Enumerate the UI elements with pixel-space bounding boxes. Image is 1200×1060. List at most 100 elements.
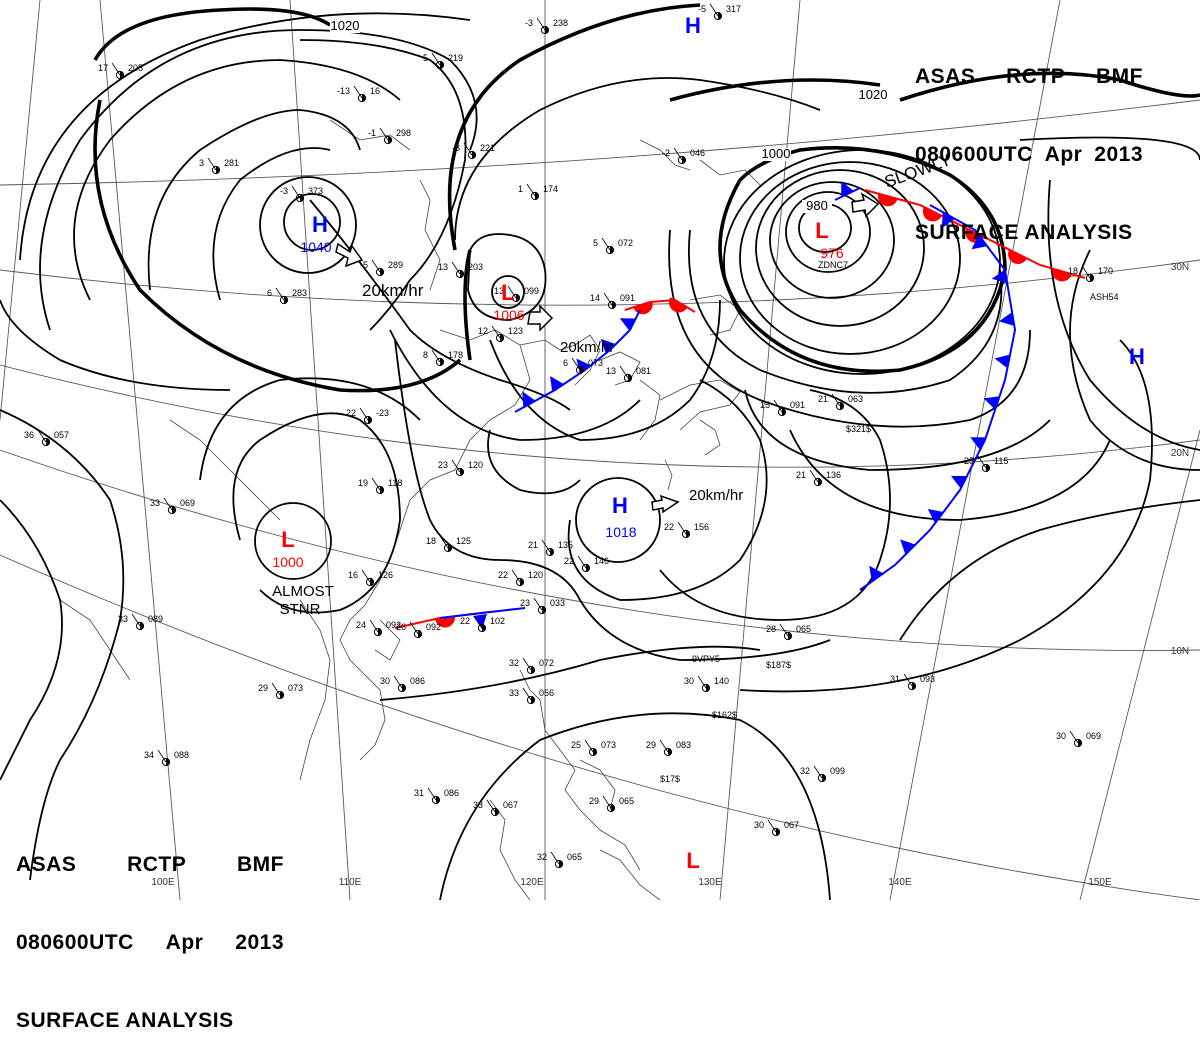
station-temperature: 6	[267, 288, 272, 298]
station-plot: 30 086	[380, 675, 425, 693]
station-plot: -5 317	[698, 3, 741, 21]
station-pressure: 065	[796, 624, 811, 634]
station-pressure: 289	[388, 260, 403, 270]
station-plot: 22 156	[664, 521, 709, 539]
station-pressure: 16	[370, 86, 380, 96]
longitude-label: 120E	[520, 877, 544, 888]
system-motion-label: 20km/hr	[689, 487, 743, 504]
station-pressure: 072	[618, 238, 633, 248]
station-temperature: 14	[590, 293, 600, 303]
station-temperature: 19	[358, 478, 368, 488]
ship-code: $162$	[712, 710, 737, 720]
valid-year: 2013	[235, 931, 284, 954]
station-temperature: 21	[818, 394, 828, 404]
station-plot: -1 298	[368, 127, 411, 145]
station-pressure: 073	[288, 683, 303, 693]
low-center-icon: L	[281, 527, 294, 552]
station-plot: 36 057	[24, 429, 69, 447]
cold-front-tooth	[927, 509, 944, 524]
station-plot: 1 174	[518, 183, 558, 201]
station-pressure: 033	[550, 598, 565, 608]
station-plot: 16 126	[348, 569, 393, 587]
system-motion-label: 20km/hr	[560, 339, 614, 356]
warm-front-bump	[1052, 268, 1072, 282]
station-pressure: 146	[594, 556, 609, 566]
station-temperature: 15	[760, 400, 770, 410]
station-temperature: 29	[258, 683, 268, 693]
station-temperature: 33	[509, 688, 519, 698]
product-name: SURFACE ANALYSIS	[16, 1009, 234, 1032]
station-pressure: 091	[620, 293, 635, 303]
station-plot: 6 283	[267, 287, 307, 305]
station-pressure: 099	[830, 766, 845, 776]
isobar-label: 980	[806, 198, 828, 213]
station-plot: 28 065	[766, 623, 811, 641]
graticule-labels: 100E 110E 120E 130E 140E 150E 30N 20N 10N	[151, 262, 1189, 888]
isobar-labels: 1020 1020 1000 980	[330, 18, 888, 213]
high-center-icon: H	[1129, 344, 1145, 369]
valid-time: 080600UTC	[915, 143, 1033, 166]
station-pressure: 086	[444, 788, 459, 798]
station-plot: 13 081	[606, 365, 651, 383]
station-pressure: 136	[826, 470, 841, 480]
station-temperature: 30	[1056, 731, 1066, 741]
station-temperature: 23	[438, 460, 448, 470]
station-pressure: 115	[994, 456, 1008, 466]
station-pressure: 178	[448, 350, 463, 360]
station-plot: 26 092	[396, 621, 441, 639]
station-plot: 21 063	[818, 393, 863, 411]
station-pressure: 083	[676, 740, 691, 750]
station-plot: 23 033	[520, 597, 565, 615]
station-plot: 23 120	[438, 459, 483, 477]
station-temperature: 22	[498, 570, 508, 580]
cold-front-tooth	[991, 269, 1008, 284]
station-plot: 3 281	[199, 157, 239, 175]
station-temperature: 17	[98, 63, 108, 73]
cold-front-tooth	[522, 391, 536, 408]
station-temperature: 32	[509, 658, 519, 668]
station-plot: 22 146	[564, 555, 609, 573]
cold-front-tooth	[600, 338, 616, 355]
station-temperature: 32	[537, 852, 547, 862]
station-temperature: 31	[890, 674, 900, 684]
valid-time: 080600UTC	[16, 931, 134, 954]
low-center-icon: L	[686, 848, 699, 873]
cold-front-tooth	[473, 613, 487, 630]
station-plot: 29 073	[258, 682, 303, 700]
station-temperature: 32	[800, 766, 810, 776]
agency-code: ASAS	[16, 853, 77, 876]
station-temperature: 22	[664, 522, 674, 532]
station-pressure: 156	[694, 522, 709, 532]
station-temperature: 33	[150, 498, 160, 508]
cold-front-tooth	[841, 181, 854, 198]
station-pressure: 065	[567, 852, 582, 862]
station-temperature: 36	[24, 430, 34, 440]
station-temperature: 13	[438, 262, 448, 272]
station-plot: 25 115	[964, 455, 1008, 473]
station-pressure: 126	[378, 570, 393, 580]
office-code: BMF	[237, 853, 284, 876]
station-plot: -5 289	[360, 259, 403, 277]
station-plot: 33 056	[509, 687, 554, 705]
longitude-label: 140E	[888, 877, 912, 888]
agency-code: ASAS	[915, 65, 976, 88]
station-plot: 24 092	[356, 619, 401, 637]
station-pressure: 072	[539, 658, 554, 668]
fronts	[394, 181, 1086, 630]
station-plot: 31 086	[414, 787, 459, 805]
station-pressure: 093	[920, 674, 935, 684]
cold-front-tooth	[983, 396, 1000, 410]
low-pressure-value: 1006	[493, 307, 524, 323]
station-pressure: 170	[1098, 266, 1113, 276]
isobar-label: 1020	[331, 18, 360, 33]
warm-front-bump	[922, 206, 942, 222]
station-code: RCTP	[1006, 65, 1066, 88]
map-header-top: ASAS RCTP BMF 080600UTC Apr 2013 SURFACE ANA…	[915, 12, 1143, 272]
station-plot: 5 072	[593, 237, 633, 255]
high-center-icon: H	[685, 13, 701, 38]
station-plot: 32 065	[537, 851, 582, 869]
station-temperature: 29	[589, 796, 599, 806]
station-plot: 5 219	[423, 52, 463, 70]
station-temperature: -5	[360, 260, 368, 270]
station-temperature: 29	[646, 740, 656, 750]
